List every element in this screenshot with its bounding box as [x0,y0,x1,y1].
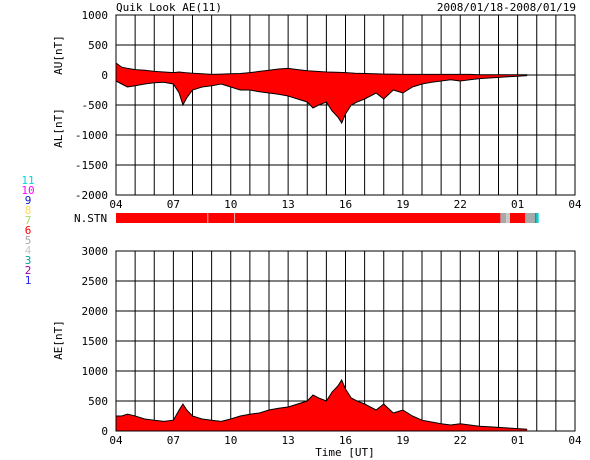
p2-xtick-label: 10 [224,434,237,447]
p1-ytick-label: -500 [82,99,109,112]
p1-ytick-label: 500 [88,39,108,52]
al-line [115,75,528,125]
p2-ytick-label: 3000 [82,245,109,258]
station-count-bar [116,213,539,223]
p1-ytick-label: 0 [101,69,108,82]
al-axis-label: AL[nT] [52,108,65,148]
p1-ytick-label: 1000 [82,9,109,22]
p1-xtick-label: 10 [224,198,237,211]
au-area [116,63,528,75]
p1-xtick-label: 04 [568,198,582,211]
p2-xtick-label: 07 [167,434,180,447]
p2-frame [115,250,576,432]
p2-ytick-label: 1500 [82,335,109,348]
p2-ytick-label: 1000 [82,365,109,378]
ae-axis-label: AE[nT] [52,320,65,360]
p1-xtick-label: 04 [109,198,123,211]
date-range: 2008/01/18-2008/01/19 [437,1,576,14]
stn-segment [506,213,510,223]
p2-xtick-label: 04 [109,434,123,447]
p2-xtick-label: 13 [282,434,295,447]
au-axis-label: AU[nT] [52,35,65,75]
p1-ytick-label: -1000 [75,129,108,142]
stn-segment [534,213,537,223]
legend-entry-4: 4 [25,244,32,257]
chart-title: Quik Look AE(11) [116,1,222,14]
p1-ytick-label: -1500 [75,159,108,172]
al-area [116,75,528,123]
p1-xtick-label: 16 [339,198,352,211]
ae-line [116,378,528,430]
legend-entry-2: 2 [25,264,32,277]
p2-xtick-label: 19 [396,434,409,447]
legend-entry-1: 1 [25,274,32,287]
legend-entry-11: 11 [21,174,34,187]
p1-xtick-label: 13 [282,198,295,211]
legend-entry-6: 6 [25,224,32,237]
stn-segment [116,213,501,223]
ae-area [116,380,528,431]
legend-entry-9: 9 [25,194,32,207]
p2-xtick-label: 22 [454,434,467,447]
p2-ytick-label: 2500 [82,275,109,288]
p1-xtick-label: 22 [454,198,467,211]
p1-xtick-label: 01 [511,198,524,211]
legend-entry-3: 3 [25,254,32,267]
legend-entry-10: 10 [21,184,34,197]
p2-ytick-label: 500 [88,395,108,408]
p1-xtick-label: 07 [167,198,180,211]
stn-segment [509,213,526,223]
p1-ytick-label: -2000 [75,189,108,202]
x-axis-label: Time [UT] [315,446,375,459]
p2-xtick-label: 16 [339,434,352,447]
legend-entry-5: 5 [25,234,32,247]
legend-entry-8: 8 [25,204,32,217]
nstn-label: N.STN [74,212,107,225]
legend-entry-7: 7 [25,214,32,227]
p2-ytick-label: 0 [101,425,108,438]
stn-segment [500,213,507,223]
p1-frame [115,14,576,196]
stn-segment [525,213,535,223]
p2-xtick-label: 04 [568,434,582,447]
p2-xtick-label: 01 [511,434,524,447]
p1-xtick-label: 19 [396,198,409,211]
stn-segment [536,213,539,223]
au-line [115,62,528,76]
p2-ytick-label: 2000 [82,305,109,318]
